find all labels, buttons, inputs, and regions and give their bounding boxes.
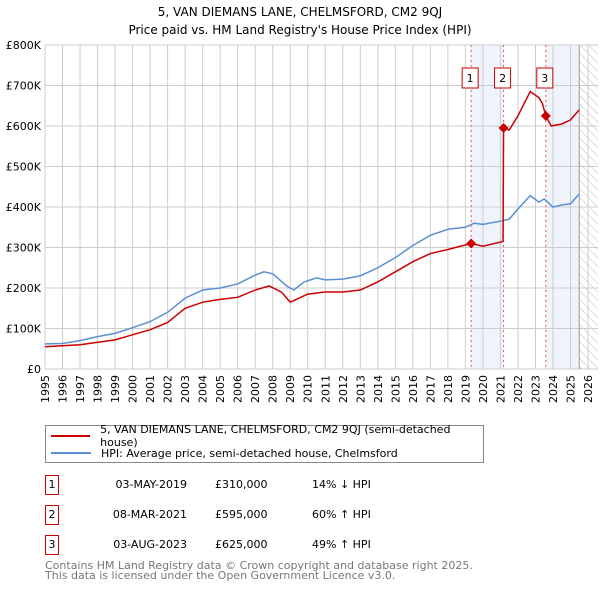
sale-date: 08-MAR-2021: [112, 508, 187, 521]
x-tick-label: 1999: [109, 375, 122, 403]
sale-label: 1: [467, 72, 474, 85]
sale-label: 2: [499, 72, 506, 85]
x-tick-label: 2006: [232, 375, 245, 403]
sale-price: £595,000: [215, 508, 268, 521]
sale-point: [466, 238, 477, 249]
sale-date: 03-MAY-2019: [115, 478, 187, 491]
x-tick-label: 2020: [477, 375, 490, 403]
y-tick-label: £100K: [6, 323, 42, 336]
x-tick-label: 2012: [337, 375, 350, 403]
x-tick-label: 1995: [39, 375, 52, 403]
legend-swatch: [51, 452, 91, 454]
legend-label: 5, VAN DIEMANS LANE, CHELMSFORD, CM2 9QJ…: [100, 423, 451, 449]
sale-point: [540, 110, 551, 121]
sale-date: 03-AUG-2023: [113, 538, 187, 551]
legend: 5, VAN DIEMANS LANE, CHELMSFORD, CM2 9QJ…: [45, 423, 484, 463]
x-tick-label: 2000: [127, 375, 140, 403]
x-tick-label: 2002: [162, 375, 175, 403]
sale-hpi: 49% ↑ HPI: [312, 538, 371, 551]
x-tick-label: 2017: [424, 375, 437, 403]
x-tick-label: 2025: [564, 375, 577, 403]
x-tick-label: 1997: [74, 375, 87, 403]
x-tick-label: 2010: [302, 375, 315, 403]
y-tick-label: £600K: [6, 120, 42, 133]
x-tick-label: 2014: [372, 375, 385, 403]
x-tick-label: 2007: [249, 375, 262, 403]
x-tick-label: 2019: [459, 375, 472, 403]
sale-point: [498, 123, 509, 134]
sale-number: 1: [45, 475, 59, 495]
footer: Contains HM Land Registry data © Crown c…: [45, 559, 473, 582]
chart-subtitle: Price paid vs. HM Land Registry's House …: [128, 23, 471, 37]
sale-price: £310,000: [215, 478, 268, 491]
x-tick-label: 2026: [582, 375, 595, 403]
sale-label-box: [536, 67, 554, 89]
legend-label: HPI: Average price, semi-detached house,…: [101, 446, 398, 460]
x-tick-label: 2011: [319, 375, 332, 403]
sale-hpi: 14% ↓ HPI: [312, 478, 371, 491]
y-tick-label: £500K: [6, 161, 42, 174]
sale-hpi: 60% ↑ HPI: [312, 508, 371, 521]
y-tick-label: £200K: [6, 282, 42, 295]
sale-label: 3: [541, 72, 548, 85]
x-tick-label: 2018: [442, 375, 455, 403]
legend-item-hpi: HPI: Average price, semi-detached house,…: [46, 445, 398, 461]
sale-row: 1 03-MAY-2019 £310,000 14% ↓ HPI: [45, 475, 545, 495]
x-tick-label: 2008: [267, 375, 280, 403]
y-tick-label: £700K: [6, 80, 42, 93]
price-chart: 5, VAN DIEMANS LANE, CHELMSFORD, CM2 9QJ…: [6, 5, 598, 403]
y-tick-label: £0: [27, 363, 41, 376]
y-tick-label: £300K: [6, 242, 42, 255]
x-tick-label: 2009: [284, 375, 297, 403]
sale-label-box: [494, 67, 512, 89]
legend-item-property: 5, VAN DIEMANS LANE, CHELMSFORD, CM2 9QJ…: [46, 423, 483, 449]
footer-line: Contains HM Land Registry data © Crown c…: [45, 559, 473, 572]
property-price-line: [44, 90, 580, 348]
sale-label-box: [461, 67, 479, 89]
x-tick-label: 2024: [547, 375, 560, 403]
y-tick-label: £800K: [6, 39, 42, 52]
sale-price: £625,000: [215, 538, 268, 551]
x-tick-label: 2003: [179, 375, 192, 403]
x-tick-label: 2023: [529, 375, 542, 403]
x-tick-label: 2013: [354, 375, 367, 403]
hpi-line: [44, 193, 580, 345]
x-tick-label: 1996: [57, 375, 70, 403]
legend-swatch: [51, 435, 91, 437]
x-tick-label: 2016: [407, 375, 420, 403]
sale-number: 2: [45, 505, 59, 525]
x-tick-label: 2004: [197, 375, 210, 403]
chart-title: 5, VAN DIEMANS LANE, CHELMSFORD, CM2 9QJ: [158, 5, 442, 19]
x-tick-label: 2015: [389, 375, 402, 403]
x-tick-label: 1998: [92, 375, 105, 403]
x-tick-label: 2021: [494, 375, 507, 403]
sale-row: 3 03-AUG-2023 £625,000 49% ↑ HPI: [45, 535, 545, 555]
sale-row: 2 08-MAR-2021 £595,000 60% ↑ HPI: [45, 505, 545, 525]
x-tick-label: 2001: [144, 375, 157, 403]
x-tick-label: 2022: [512, 375, 525, 403]
sale-number: 3: [45, 535, 59, 555]
footer-line: This data is licensed under the Open Gov…: [45, 569, 396, 582]
x-tick-label: 2005: [214, 375, 227, 403]
y-tick-label: £400K: [6, 201, 42, 214]
